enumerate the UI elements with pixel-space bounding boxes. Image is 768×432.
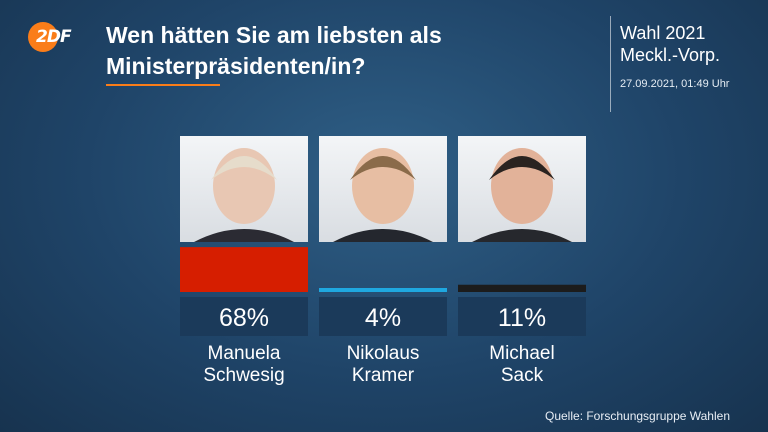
category-label: Michael [489,343,554,364]
photo-hair [211,156,277,180]
value-box [458,297,586,336]
category-label: Schwesig [203,365,284,386]
candidate-photo [180,136,308,242]
candidate-photo [458,136,586,242]
event-line-2: Meckl.-Vorp. [620,45,721,65]
chart-title-line-1: Wen hätten Sie am liebsten als [106,22,442,48]
event-label: Wahl 2021 Meckl.-Vorp. [620,22,720,66]
photo-shoulders [333,229,433,242]
data-label: 11% [498,304,546,332]
category-label: Manuela [208,343,281,364]
category-label: Nikolaus [347,343,420,364]
bar [458,284,586,292]
value-box [319,297,447,336]
data-label: 4% [365,304,401,332]
value-box [180,297,308,336]
category-label: Kramer [352,365,415,386]
zdf-logo: 2DF [28,22,84,52]
photo-shoulders [194,229,294,242]
event-line-1: Wahl 2021 [620,23,706,43]
candidate-photo [319,136,447,242]
chart-title: Wen hätten Sie am liebsten als Ministerp… [106,20,586,82]
bar [180,247,308,292]
category-label: Sack [501,365,544,386]
photo-hair [489,156,555,180]
photo-hair [350,156,416,180]
header-divider [610,16,611,112]
data-label: 68% [219,304,269,332]
zdf-logo-text: 2DF [36,27,72,47]
zdf-logo-icon [28,22,58,52]
timestamp: 27.09.2021, 01:49 Uhr [620,78,730,90]
photo-shoulders [472,229,572,242]
chart-title-line-2: Ministerpräsidenten/in? [106,53,366,79]
title-underline [106,84,220,86]
source-note: Quelle: Forschungsgruppe Wahlen [545,409,730,423]
bar [319,288,447,292]
